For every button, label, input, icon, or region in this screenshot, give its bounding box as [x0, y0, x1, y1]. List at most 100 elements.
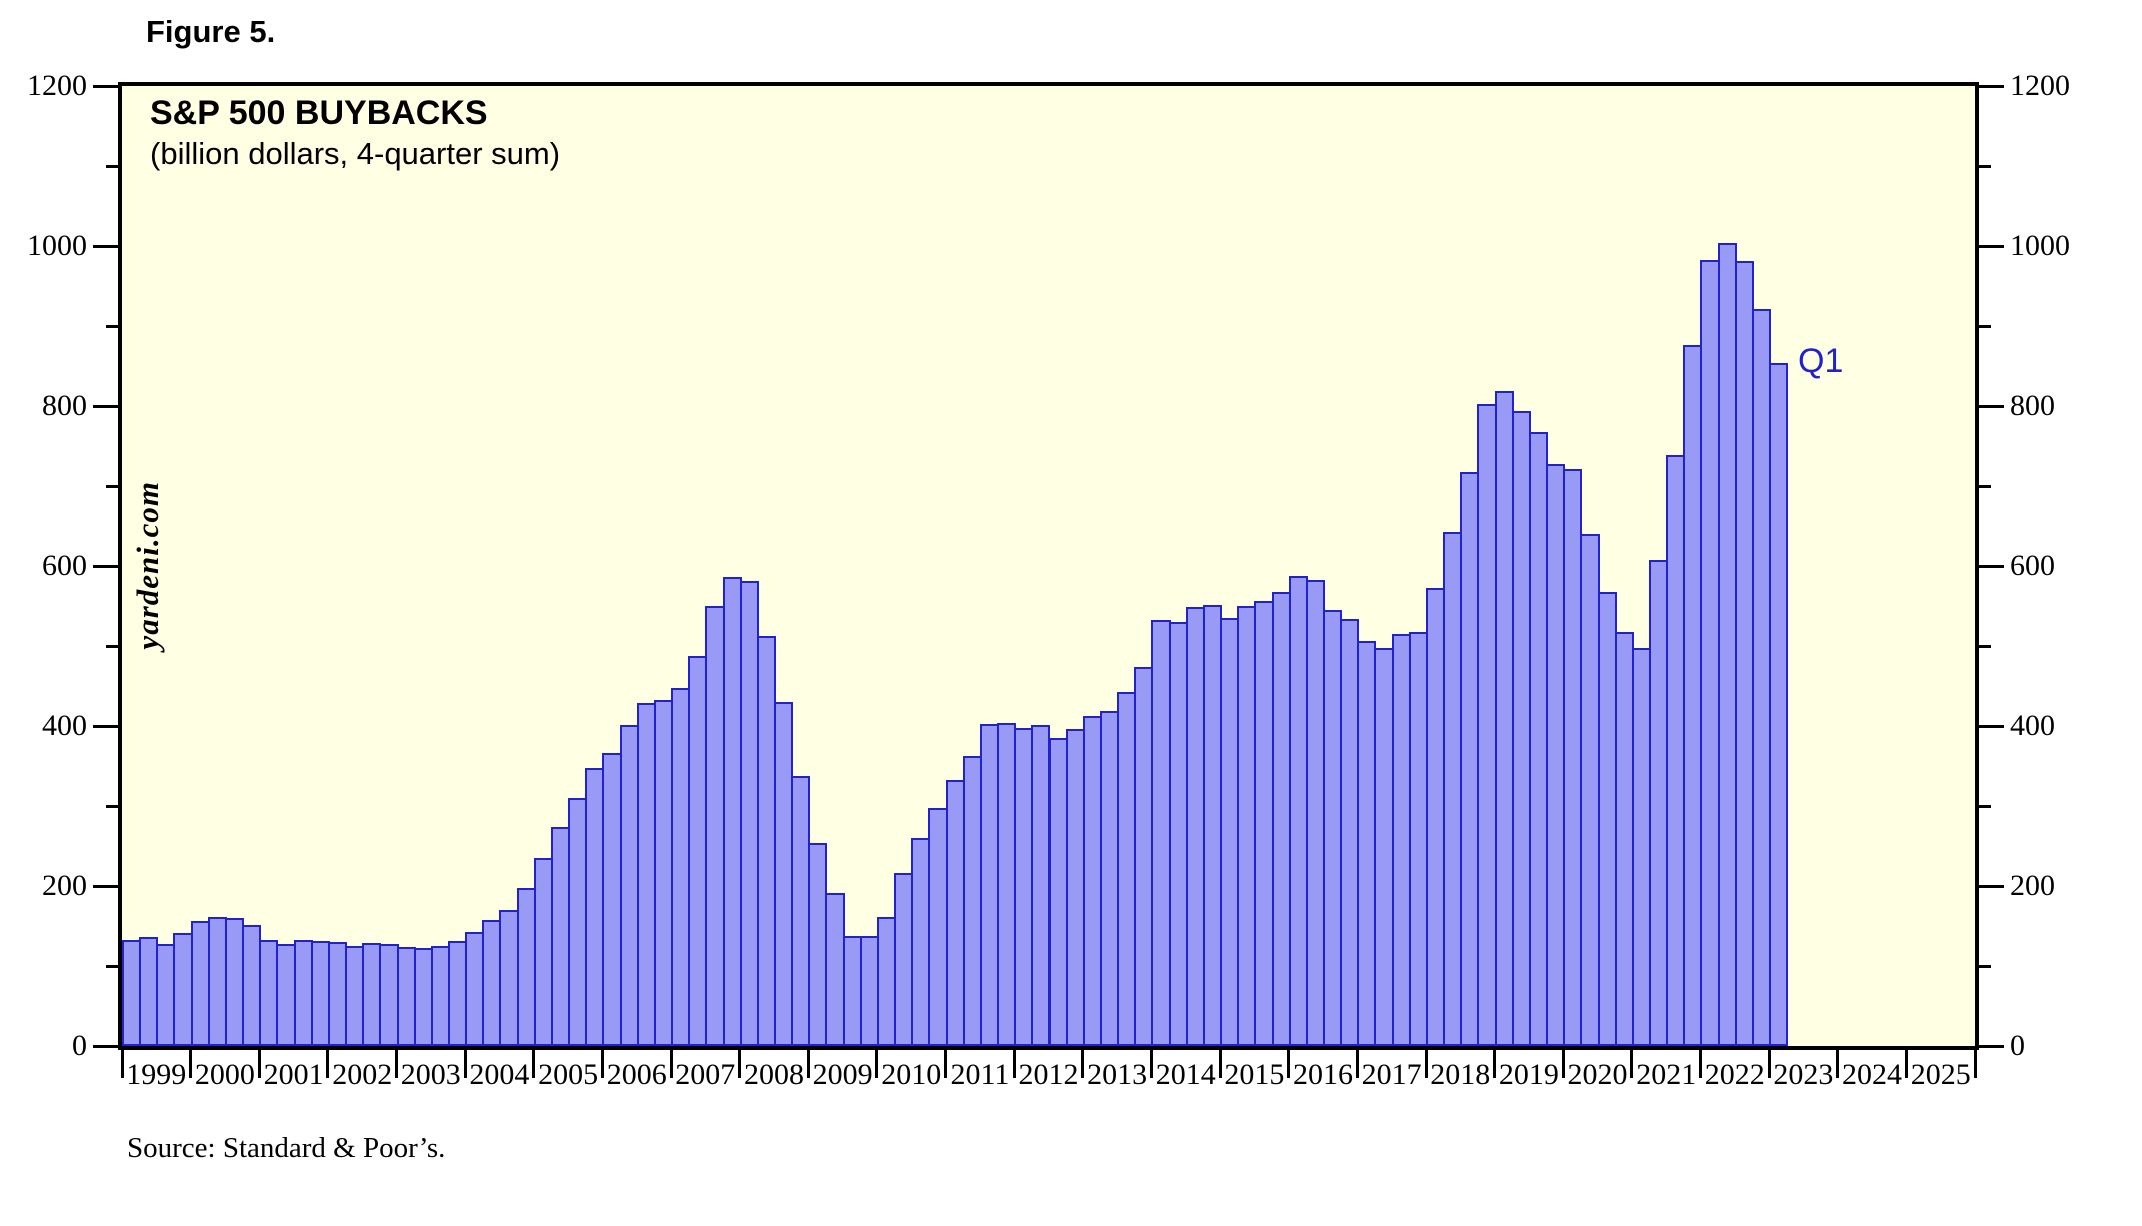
y-minor-tick-right — [1979, 484, 1991, 488]
y-axis-label-left: 1200 — [27, 69, 87, 102]
y-minor-tick-left — [106, 164, 118, 168]
x-year-label: 2021 — [1636, 1058, 1697, 1091]
x-year-label: 2025 — [1910, 1058, 1971, 1091]
x-year-label: 2013 — [1087, 1058, 1148, 1091]
y-axis-label-right: 800 — [2010, 389, 2055, 422]
x-year-tick — [463, 1050, 467, 1078]
watermark: yardeni.com — [130, 481, 165, 650]
x-year-tick — [1287, 1050, 1291, 1078]
x-year-tick — [1836, 1050, 1840, 1078]
y-minor-tick-right — [1979, 164, 1991, 168]
y-axis-label-right: 0 — [2010, 1029, 2025, 1062]
y-axis-label-right: 600 — [2010, 549, 2055, 582]
x-year-label: 2024 — [1841, 1058, 1902, 1091]
x-year-tick — [1355, 1050, 1359, 1078]
x-year-tick — [806, 1050, 810, 1078]
x-year-tick — [1493, 1050, 1497, 1078]
x-year-tick — [875, 1050, 879, 1078]
x-year-label: 2016 — [1292, 1058, 1353, 1091]
x-year-tick — [395, 1050, 398, 1078]
y-axis-label-left: 1000 — [27, 229, 87, 262]
x-year-tick — [257, 1050, 261, 1078]
x-year-tick — [1218, 1050, 1222, 1078]
x-year-label: 2001 — [263, 1058, 324, 1091]
x-year-label: 2002 — [332, 1058, 393, 1091]
y-axis-label-left: 200 — [42, 869, 87, 902]
y-minor-tick-left — [106, 644, 118, 648]
x-year-label: 2009 — [812, 1058, 873, 1091]
y-major-tick-right — [1979, 1044, 2004, 1048]
x-year-label: 2012 — [1018, 1058, 1079, 1091]
y-axis-label-left: 0 — [72, 1029, 87, 1062]
x-year-label: 2020 — [1567, 1058, 1628, 1091]
y-major-tick-right — [1979, 564, 2004, 568]
y-major-tick-left — [93, 244, 118, 248]
x-year-tick — [1630, 1050, 1634, 1078]
x-year-tick — [532, 1050, 536, 1078]
y-minor-tick-right — [1979, 644, 1991, 648]
x-year-label: 2000 — [194, 1058, 255, 1091]
chart-title: S&P 500 BUYBACKS — [150, 94, 488, 132]
figure-label: Figure 5. — [146, 14, 276, 49]
x-year-tick — [1699, 1050, 1702, 1078]
y-axis-label-right: 1200 — [2010, 69, 2070, 102]
x-year-label: 2014 — [1155, 1058, 1216, 1091]
y-axis-label-right: 400 — [2010, 709, 2055, 742]
y-minor-tick-left — [106, 804, 118, 808]
x-year-tick — [1012, 1050, 1016, 1078]
y-axis-label-left: 600 — [42, 549, 87, 582]
x-year-tick — [669, 1050, 673, 1078]
x-year-label: 2007 — [675, 1058, 736, 1091]
x-year-label: 1999 — [126, 1058, 187, 1091]
y-major-tick-right — [1979, 84, 2004, 88]
y-major-tick-left — [93, 1044, 118, 1048]
y-major-tick-right — [1979, 244, 2004, 248]
x-year-tick — [1149, 1050, 1153, 1078]
y-minor-tick-right — [1979, 324, 1991, 328]
x-year-label: 2006 — [606, 1058, 667, 1091]
last-point-annotation: Q1 — [1798, 342, 1844, 380]
y-minor-tick-right — [1979, 964, 1991, 968]
y-major-tick-left — [93, 84, 118, 88]
y-major-tick-right — [1979, 404, 2004, 408]
x-year-tick — [326, 1050, 330, 1078]
y-minor-tick-left — [106, 964, 118, 968]
source-note: Source: Standard & Poor’s. — [127, 1132, 446, 1164]
x-year-label: 2011 — [950, 1058, 1010, 1091]
y-major-tick-left — [93, 724, 118, 728]
x-year-label: 2017 — [1361, 1058, 1422, 1091]
chart-subtitle: (billion dollars, 4-quarter sum) — [150, 136, 561, 171]
x-year-tick — [1424, 1050, 1428, 1078]
x-year-label: 2008 — [743, 1058, 804, 1091]
x-year-label: 2003 — [400, 1058, 461, 1091]
x-year-label: 2015 — [1224, 1058, 1285, 1091]
x-year-label: 2022 — [1704, 1058, 1765, 1091]
x-year-tick — [1973, 1050, 1977, 1078]
x-year-tick — [1081, 1050, 1085, 1078]
x-year-label: 2010 — [881, 1058, 942, 1091]
y-minor-tick-left — [106, 324, 118, 328]
x-year-tick — [1767, 1050, 1771, 1078]
bar — [1769, 362, 1789, 1046]
y-major-tick-left — [93, 404, 118, 408]
x-year-tick — [120, 1050, 124, 1078]
y-minor-tick-left — [106, 484, 118, 488]
x-year-tick — [738, 1050, 742, 1078]
x-year-label: 2019 — [1498, 1058, 1559, 1091]
y-axis-label-right: 1000 — [2010, 229, 2070, 262]
x-year-tick — [189, 1050, 193, 1078]
y-major-tick-right — [1979, 724, 2004, 728]
y-axis-label-left: 400 — [42, 709, 87, 742]
x-year-tick — [1561, 1050, 1565, 1078]
y-axis-label-right: 200 — [2010, 869, 2055, 902]
x-year-label: 2023 — [1773, 1058, 1834, 1091]
x-year-label: 2018 — [1430, 1058, 1491, 1091]
y-axis-label-left: 800 — [42, 389, 87, 422]
x-year-tick — [600, 1050, 604, 1078]
y-major-tick-right — [1979, 884, 2004, 888]
x-year-tick — [1904, 1050, 1908, 1078]
x-year-tick — [944, 1050, 948, 1078]
y-minor-tick-right — [1979, 804, 1991, 808]
y-major-tick-left — [93, 564, 118, 568]
